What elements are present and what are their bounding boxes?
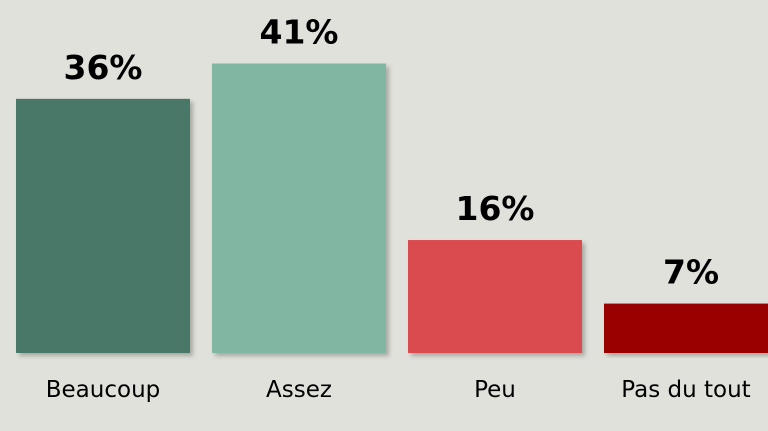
- category-label: Pas du tout: [621, 377, 750, 403]
- bar: [16, 98, 190, 353]
- category-label: Assez: [266, 377, 332, 403]
- value-label: 16%: [456, 189, 535, 228]
- bar: [604, 303, 768, 353]
- bar: [212, 63, 386, 353]
- value-label: 36%: [64, 48, 143, 87]
- category-label: Peu: [474, 377, 516, 403]
- category-label: Beaucoup: [46, 377, 161, 403]
- bar: [408, 240, 582, 353]
- value-label: 41%: [260, 13, 339, 52]
- value-label: 7%: [663, 253, 719, 292]
